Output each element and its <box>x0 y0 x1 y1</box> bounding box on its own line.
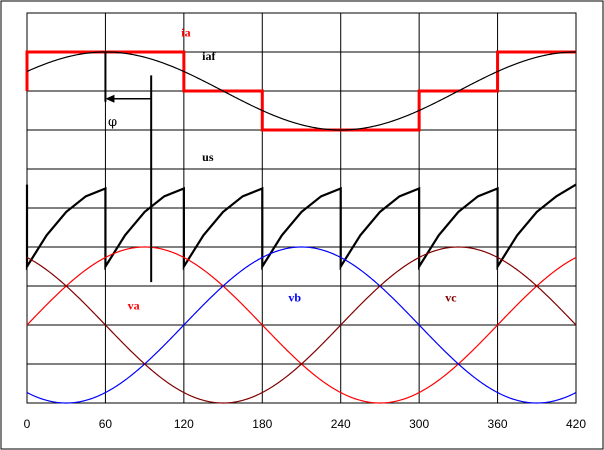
x-tick-label-0: 0 <box>24 417 31 431</box>
label-ia: ia <box>181 25 190 39</box>
label-va: va <box>128 298 140 312</box>
series-layer <box>25 50 577 404</box>
series-vb <box>26 246 577 404</box>
label-phi: φ <box>108 115 117 130</box>
label-us: us <box>202 150 214 164</box>
series-us <box>25 183 577 271</box>
label-iaf: iaf <box>202 49 216 63</box>
label-vc: vc <box>445 291 457 305</box>
x-tick-label-60: 60 <box>99 417 113 431</box>
x-tick-label-120: 120 <box>174 417 194 431</box>
x-tick-label-180: 180 <box>252 417 272 431</box>
series-vc <box>26 246 577 404</box>
x-tick-label-360: 360 <box>488 417 508 431</box>
series-ia <box>25 50 576 132</box>
phase-arrow-head <box>105 94 115 103</box>
x-tick-label-300: 300 <box>409 417 429 431</box>
label-vb: vb <box>288 291 301 305</box>
x-tick-labels: 0 60 120 180 240 300 360 420 <box>24 417 587 431</box>
x-tick-label-420: 420 <box>566 417 586 431</box>
series-iaf <box>26 51 577 131</box>
x-tick-label-240: 240 <box>331 417 351 431</box>
phase-marker <box>104 52 153 283</box>
